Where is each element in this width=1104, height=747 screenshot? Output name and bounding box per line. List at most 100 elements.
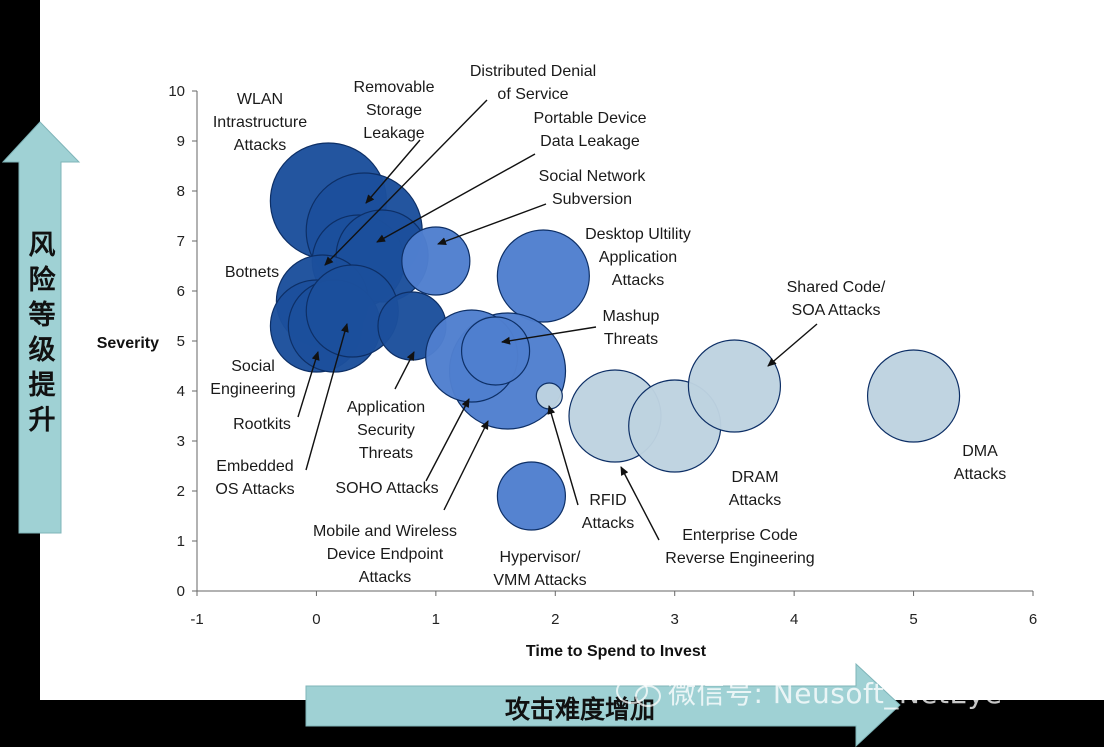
annotation-line: Threats (604, 331, 658, 348)
annotation-line: DMA (962, 443, 998, 460)
y-axis-title: Severity (97, 335, 159, 352)
x-tick-label: 2 (551, 611, 559, 628)
annotation-line: Desktop Ultility (585, 226, 691, 243)
annotation-arrow (547, 405, 579, 506)
y-tick-label: 1 (177, 533, 185, 550)
annotation-line: SOA Attacks (792, 302, 881, 319)
y-tick-label: 4 (177, 383, 185, 400)
annotation-arrow (501, 326, 597, 345)
annotation-line: Mobile and Wireless (313, 523, 457, 540)
annotation-arrow (620, 466, 660, 541)
annotation-line: SOHO Attacks (335, 480, 438, 497)
annotation-arrow (376, 153, 536, 243)
x-axis-title: Time to Spend to Invest (526, 643, 707, 660)
y-tick-label: 2 (177, 483, 185, 500)
vertical-arrow-label: 风险等级提升 (28, 230, 56, 436)
y-tick-label: 10 (168, 83, 185, 100)
annotation-arrow (425, 398, 470, 482)
annotation-line: Portable Device (534, 110, 647, 127)
annotation-line: Attacks (234, 137, 286, 154)
bubble (866, 349, 961, 443)
y-tick-label: 6 (177, 283, 185, 300)
horizontal-arrow-label: 攻击难度增加 (505, 695, 656, 724)
annotation-portable: Portable Device Data Leakage (376, 110, 647, 243)
annotation-mobile: Mobile and Wireless Device Endpoint Attack… (313, 420, 489, 586)
annotation-line: Attacks (612, 272, 664, 289)
watermark-text: 微信号: Neusoft_NetEye (668, 677, 1003, 710)
annotation-line: Attacks (729, 492, 781, 509)
annotation-line: Device Endpoint (327, 546, 444, 563)
bubble (496, 229, 590, 323)
annotation-dma: DMA Attacks (954, 443, 1006, 483)
annotation-line: VMM Attacks (493, 572, 586, 589)
annotation-arrow (443, 420, 489, 511)
annotation-enterprise: Enterprise Code Reverse Engineering (620, 466, 815, 567)
annotation-line: DRAM (731, 469, 778, 486)
bubble (535, 382, 563, 410)
bubble (401, 226, 471, 296)
annotation-line: Shared Code/ (787, 279, 886, 296)
y-tick-label: 8 (177, 183, 185, 200)
annotation-line: Rootkits (233, 416, 291, 433)
bubble (460, 316, 531, 386)
annotation-line: Storage (366, 102, 422, 119)
horizontal-arrow-shape (305, 662, 901, 747)
annotation-line: of Service (497, 86, 568, 103)
y-tick-label: 5 (177, 333, 185, 350)
annotation-line: Subversion (552, 191, 632, 208)
annotation-app-sec: Application Security Threats (347, 351, 425, 462)
x-tick-label: 5 (909, 611, 917, 628)
annotation-line: Mashup (603, 308, 660, 325)
y-tick-label: 3 (177, 433, 185, 450)
annotation-line: Data Leakage (540, 133, 640, 150)
annotation-line: Embedded (216, 458, 293, 475)
annotation-line: Attacks (954, 466, 1006, 483)
annotation-line: Leakage (363, 125, 424, 142)
annotation-line: Removable (354, 79, 435, 96)
annotation-line: Distributed Denial (470, 63, 596, 80)
annotation-arrow (767, 323, 818, 367)
annotation-soho: SOHO Attacks (335, 398, 470, 497)
annotation-arrow (437, 203, 547, 245)
y-tick-label: 7 (177, 233, 185, 250)
annotation-arrow (297, 351, 320, 418)
annotation-line: Attacks (582, 515, 634, 532)
annotation-hypervisor: Hypervisor/VMM Attacks (493, 549, 586, 589)
annotation-line: Reverse Engineering (665, 550, 814, 567)
bubble (687, 339, 782, 433)
annotation-line: Threats (359, 445, 413, 462)
annotation-line: OS Attacks (215, 481, 294, 498)
annotation-rootkits: Rootkits (233, 351, 320, 433)
y-tick-label: 9 (177, 133, 185, 150)
annotation-line: Engineering (210, 381, 295, 398)
annotation-line: WLAN (237, 91, 283, 108)
y-tick-label: 0 (177, 583, 185, 600)
annotation-removable: Removable Storage Leakage (354, 79, 435, 204)
annotation-line: Application (599, 249, 677, 266)
annotation-arrow (365, 139, 421, 204)
vertical-arrow-shape (1, 121, 81, 534)
annotation-wlan: WLAN Intrastructure Attacks (213, 91, 307, 154)
annotation-line: Social Network (539, 168, 647, 185)
bubble (496, 461, 567, 531)
annotation-social-eng: Social Engineering (210, 358, 295, 398)
annotation-botnets: Botnets (225, 264, 279, 281)
x-tick-label: 4 (790, 611, 798, 628)
x-tick-label: 0 (312, 611, 320, 628)
annotation-line: Botnets (225, 264, 279, 281)
annotation-line: Social (231, 358, 275, 375)
annotation-ddos: Distributed Denial of Service (324, 63, 596, 266)
annotation-mashup: Mashup Threats (501, 308, 660, 348)
annotation-line: RFID (589, 492, 626, 509)
annotation-arrow (305, 323, 349, 471)
chart-panel (40, 0, 1104, 700)
annotation-line: Intrastructure (213, 114, 307, 131)
x-tick-label: 1 (432, 611, 440, 628)
annotation-line: Attacks (359, 569, 411, 586)
annotation-desktop: Desktop Ultility Application Attacks (585, 226, 691, 289)
annotation-arrow (394, 351, 415, 390)
annotation-line: Security (357, 422, 415, 439)
x-tick-label: 6 (1029, 611, 1037, 628)
annotation-shared: Shared Code/SOA Attacks (767, 279, 886, 367)
annotation-line: Application (347, 399, 425, 416)
